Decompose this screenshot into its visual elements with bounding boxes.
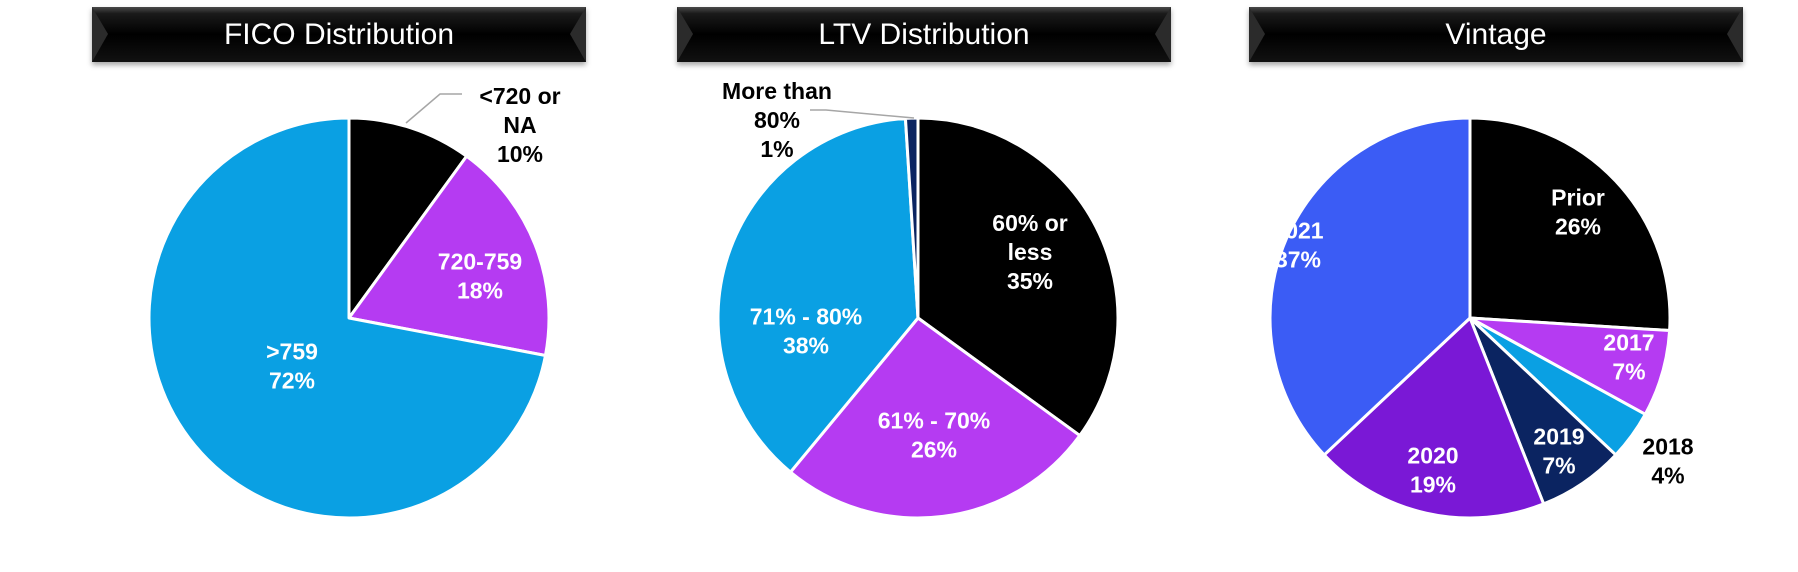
vintage-pie-chart: Prior 26% 2017 7% 2018 4% 2019 7% 2020 19% 2021 37% xyxy=(1268,116,1694,520)
slice-label-line: 37% xyxy=(1275,247,1321,273)
slice-label-line: >759 xyxy=(266,339,318,365)
vintage-chart-panel: Vintage Prior 26% 2017 7% 2018 4% 2019 7% 2020 19… xyxy=(1200,0,1798,572)
slice-label-line: 26% xyxy=(1555,214,1601,240)
slice-label-line: 72% xyxy=(269,368,315,394)
slice-label-line: 720-759 xyxy=(438,249,522,275)
slice-data-label: 2018 4% xyxy=(1642,434,1693,489)
fico-chart-panel: FICO Distribution <720 or NA 10% 720-759 18%… xyxy=(0,0,600,572)
ltv-chart-panel: LTV Distribution 60% or less 35% 61% - 70% 2… xyxy=(600,0,1200,572)
pie-slice xyxy=(716,116,920,474)
slice-data-label: 61% - 70% 26% xyxy=(878,408,991,463)
pie-slice xyxy=(1268,116,1472,457)
slice-label-line: less xyxy=(1008,239,1053,265)
slice-data-label: 2019 7% xyxy=(1533,424,1584,479)
slice-label-line: 2020 xyxy=(1407,443,1458,469)
chart-title: FICO Distribution xyxy=(92,7,586,62)
slice-data-label: >759 72% xyxy=(266,339,318,394)
slice-label-line: 4% xyxy=(1651,463,1684,489)
slice-label-line: Prior xyxy=(1551,185,1605,211)
slice-label-line: 38% xyxy=(783,333,829,359)
slice-label-line: 61% - 70% xyxy=(878,408,991,434)
slice-data-label: 71% - 80% 38% xyxy=(750,304,863,359)
slice-label-line: 26% xyxy=(911,437,957,463)
pie-slice xyxy=(1322,316,1546,520)
slice-label-line: More than xyxy=(722,78,832,104)
slice-label-line: <720 or xyxy=(479,83,560,109)
pie-slice xyxy=(347,154,551,357)
leader-line xyxy=(405,93,462,124)
slice-data-label: 2021 37% xyxy=(1272,218,1323,273)
pie-slice xyxy=(147,116,547,520)
slice-label-line: 7% xyxy=(1542,453,1575,479)
pie-slice xyxy=(916,116,1120,438)
pie-slice xyxy=(347,116,469,320)
pie-slice xyxy=(1468,116,1672,333)
pie-slice xyxy=(789,316,1082,520)
slice-label-line: 1% xyxy=(760,136,793,162)
slice-data-label: 60% or less 35% xyxy=(992,210,1067,294)
chart-title: LTV Distribution xyxy=(677,7,1171,62)
slice-label-line: 2018 xyxy=(1642,434,1693,460)
slice-data-label: More than 80% 1% xyxy=(722,78,832,162)
slice-label-line: 7% xyxy=(1612,359,1645,385)
slice-label-line: 2017 xyxy=(1603,330,1654,356)
slice-label-line: 10% xyxy=(497,141,543,167)
slice-label-line: 19% xyxy=(1410,472,1456,498)
slice-label-line: 80% xyxy=(754,107,800,133)
slice-label-line: 35% xyxy=(1007,268,1053,294)
fico-pie-chart: <720 or NA 10% 720-759 18% >759 72% xyxy=(147,83,561,520)
slice-data-label: 720-759 18% xyxy=(438,249,522,304)
leader-line xyxy=(810,109,915,119)
slice-data-label: 2017 7% xyxy=(1603,330,1654,385)
slice-label-line: 71% - 80% xyxy=(750,304,863,330)
slice-data-label: <720 or NA 10% xyxy=(479,83,560,167)
slice-label-line: 60% or xyxy=(992,210,1067,236)
slice-label-line: 2019 xyxy=(1533,424,1584,450)
slice-data-label: 2020 19% xyxy=(1407,443,1458,498)
slice-label-line: 2021 xyxy=(1272,218,1323,244)
slice-label-line: 18% xyxy=(457,278,503,304)
ltv-pie-chart: 60% or less 35% 61% - 70% 26% 71% - 80% 38% Mor… xyxy=(716,78,1120,520)
chart-title: Vintage xyxy=(1249,7,1743,62)
slice-label-line: NA xyxy=(503,112,536,138)
slice-data-label: Prior 26% xyxy=(1551,185,1605,240)
